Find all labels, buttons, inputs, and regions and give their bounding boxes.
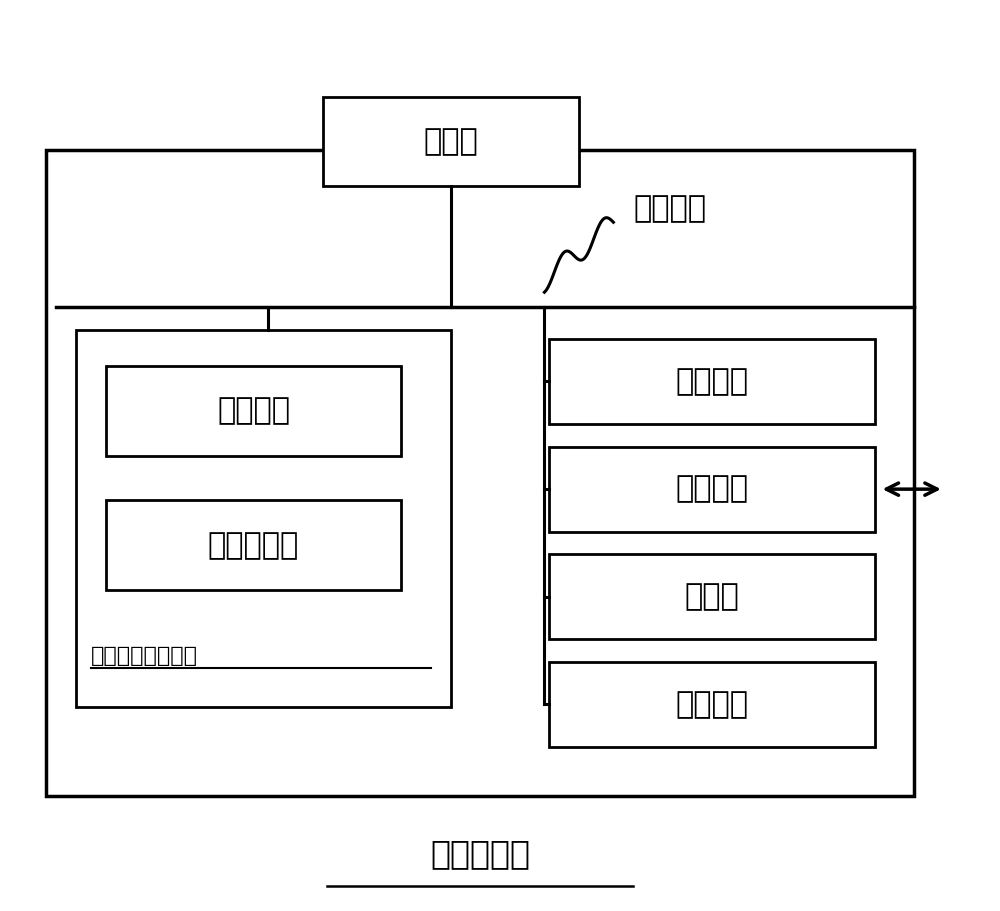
Text: 系统总线: 系统总线 <box>633 194 706 223</box>
FancyBboxPatch shape <box>322 97 579 187</box>
Text: 计算机设备: 计算机设备 <box>430 837 530 870</box>
Text: 非易失性存储介质: 非易失性存储介质 <box>91 646 198 666</box>
FancyBboxPatch shape <box>549 339 875 425</box>
FancyBboxPatch shape <box>106 500 401 590</box>
FancyBboxPatch shape <box>76 330 451 707</box>
Text: 网络接口: 网络接口 <box>676 475 749 504</box>
Text: 操作系统: 操作系统 <box>217 396 290 425</box>
FancyBboxPatch shape <box>549 661 875 747</box>
FancyBboxPatch shape <box>106 366 401 456</box>
FancyBboxPatch shape <box>549 554 875 640</box>
FancyBboxPatch shape <box>549 446 875 532</box>
Text: 计算机程序: 计算机程序 <box>208 531 299 559</box>
Text: 显示屏: 显示屏 <box>685 582 739 611</box>
Text: 输入装置: 输入装置 <box>676 690 749 719</box>
Text: 内存储器: 内存储器 <box>676 367 749 396</box>
FancyBboxPatch shape <box>46 150 914 796</box>
Text: 处理器: 处理器 <box>423 127 478 156</box>
